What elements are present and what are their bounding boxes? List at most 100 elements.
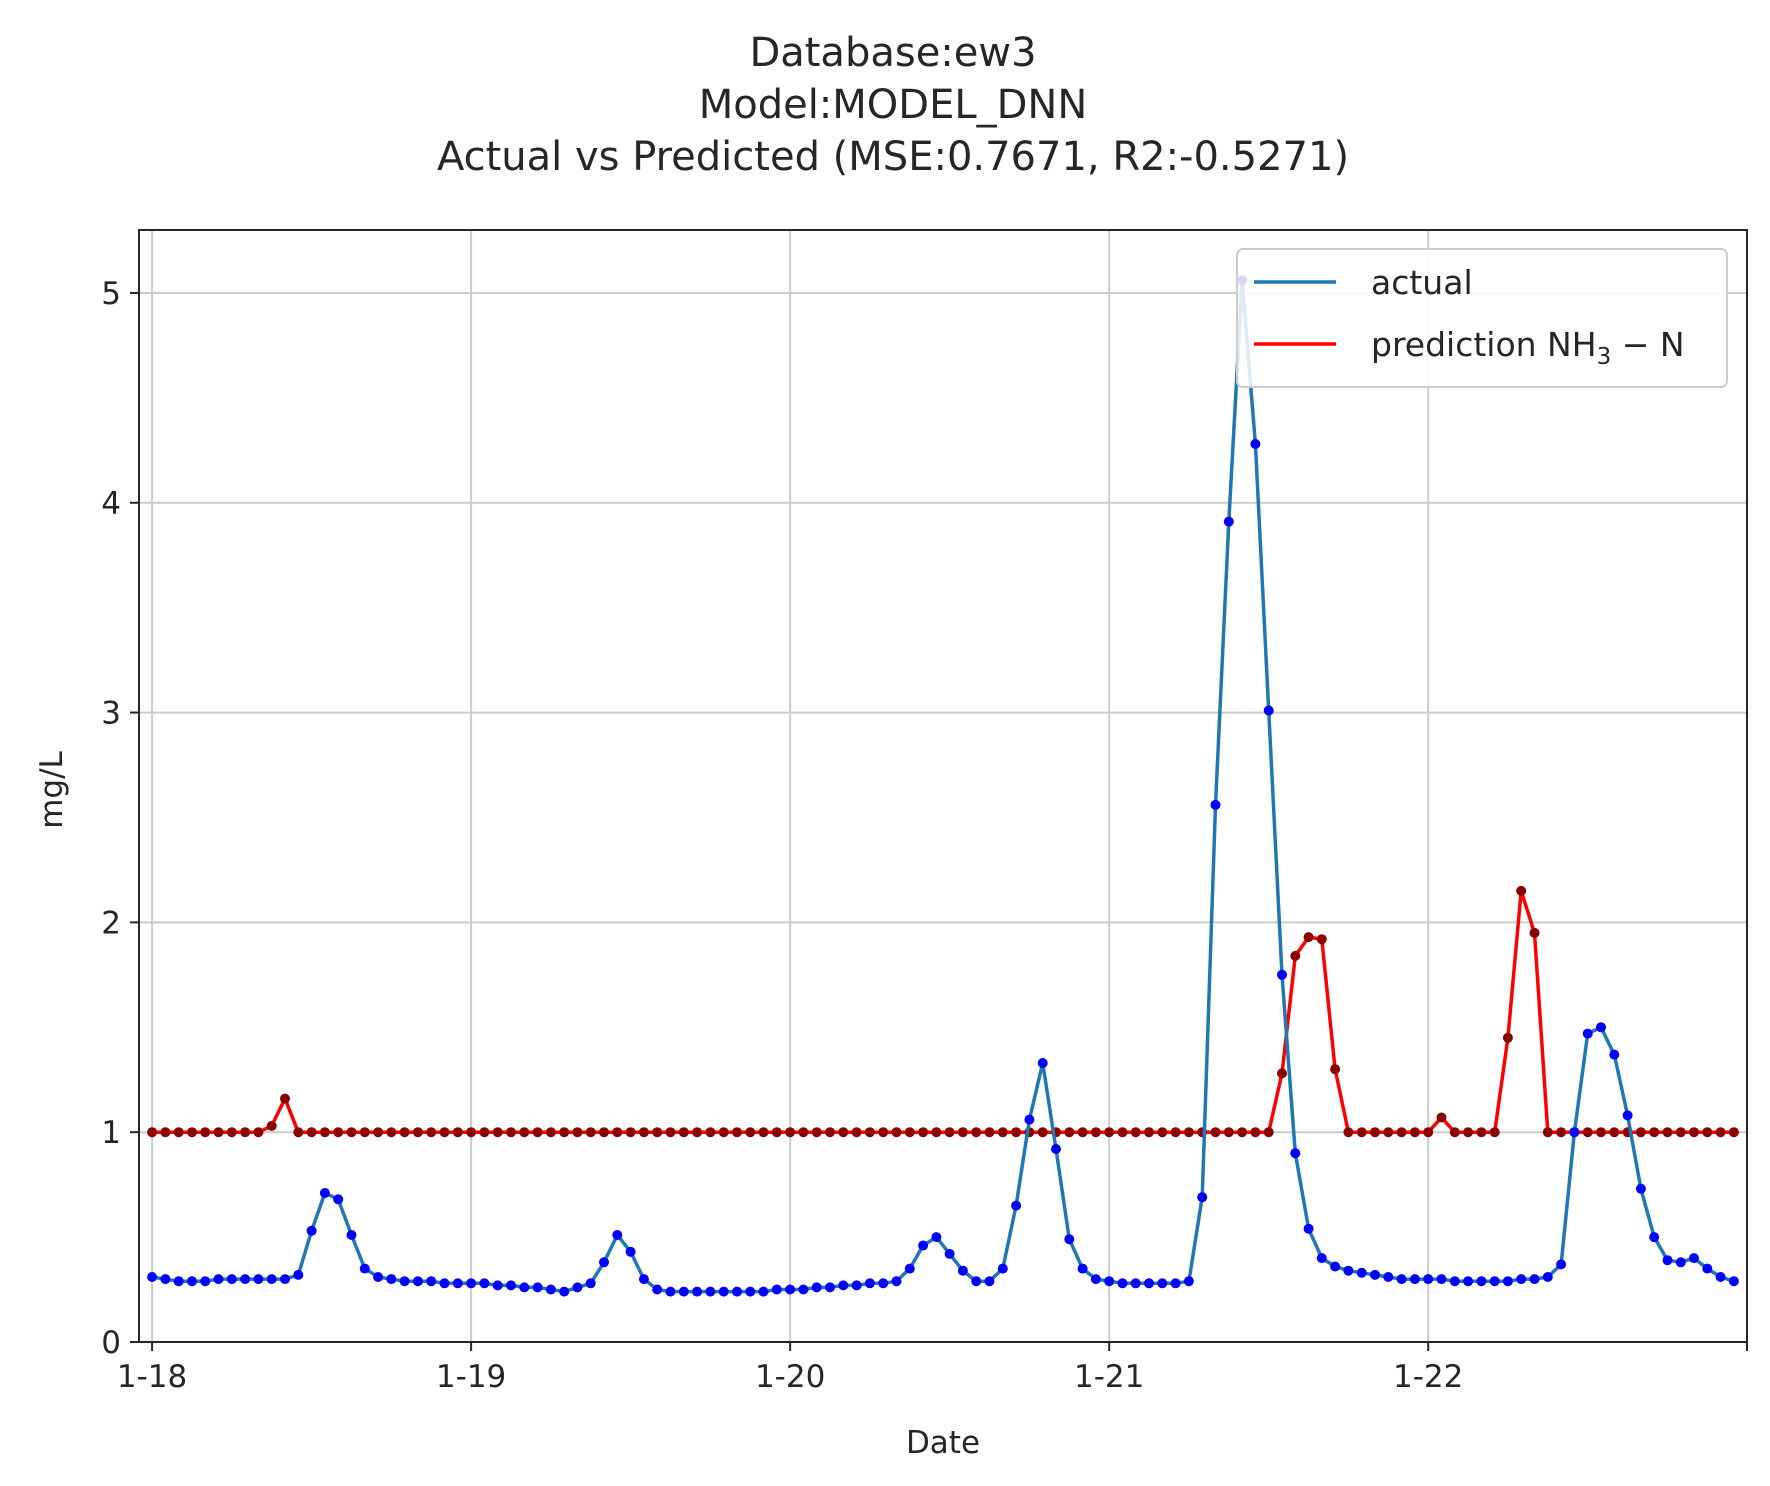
actual-point bbox=[492, 1280, 503, 1291]
actual-point bbox=[160, 1274, 171, 1285]
prediction-point bbox=[492, 1127, 503, 1138]
actual-point bbox=[1210, 799, 1221, 810]
actual-point bbox=[997, 1263, 1008, 1274]
prediction-point bbox=[944, 1127, 955, 1138]
prediction-point bbox=[1356, 1127, 1367, 1138]
prediction-point bbox=[266, 1120, 277, 1131]
prediction-point bbox=[200, 1127, 211, 1138]
chart-title: Database:ew3 Model:MODEL_DNN Actual vs P… bbox=[437, 30, 1349, 180]
prediction-point bbox=[1728, 1127, 1739, 1138]
prediction-point bbox=[173, 1127, 184, 1138]
prediction-point bbox=[439, 1127, 450, 1138]
prediction-point bbox=[506, 1127, 516, 1138]
prediction-point bbox=[1476, 1127, 1487, 1138]
prediction-point bbox=[466, 1127, 477, 1138]
actual-point bbox=[904, 1263, 915, 1274]
prediction-point bbox=[1183, 1127, 1194, 1138]
prediction-point bbox=[187, 1127, 197, 1138]
actual-point bbox=[240, 1274, 251, 1285]
prediction-point bbox=[678, 1127, 689, 1138]
actual-point bbox=[771, 1284, 782, 1295]
x-axis-label: Date bbox=[906, 1425, 980, 1461]
prediction-point bbox=[1649, 1127, 1660, 1138]
prediction-point bbox=[226, 1127, 237, 1138]
actual-point bbox=[1609, 1049, 1620, 1060]
actual-point bbox=[1728, 1276, 1739, 1287]
actual-point bbox=[1649, 1232, 1660, 1243]
prediction-point bbox=[359, 1127, 370, 1138]
chart-title-line-1: Database:ew3 bbox=[749, 30, 1036, 76]
actual-point bbox=[1104, 1276, 1115, 1287]
prediction-point bbox=[333, 1127, 344, 1138]
actual-point bbox=[758, 1286, 769, 1297]
actual-point bbox=[373, 1272, 384, 1282]
actual-point bbox=[1077, 1263, 1088, 1274]
x-tick-label: 1-21 bbox=[1074, 1359, 1144, 1395]
prediction-point bbox=[519, 1127, 530, 1138]
prediction-point bbox=[1635, 1127, 1646, 1138]
prediction-point bbox=[1330, 1064, 1341, 1075]
actual-point bbox=[1622, 1110, 1633, 1121]
actual-point bbox=[572, 1282, 583, 1293]
actual-point bbox=[1715, 1272, 1726, 1282]
actual-point bbox=[1356, 1267, 1367, 1278]
prediction-point bbox=[1316, 934, 1327, 945]
actual-point bbox=[1396, 1274, 1407, 1285]
prediction-point bbox=[532, 1127, 543, 1138]
prediction-point bbox=[997, 1127, 1008, 1138]
prediction-point bbox=[559, 1127, 570, 1138]
y-tick-label: 5 bbox=[101, 276, 121, 312]
actual-point bbox=[1303, 1223, 1314, 1234]
actual-line bbox=[151, 278, 1735, 1294]
prediction-point bbox=[1064, 1127, 1075, 1138]
actual-point bbox=[319, 1188, 330, 1198]
prediction-point bbox=[1290, 950, 1301, 961]
actual-point bbox=[851, 1280, 862, 1291]
prediction-point bbox=[1370, 1127, 1380, 1138]
actual-point bbox=[1090, 1274, 1101, 1285]
prediction-series bbox=[147, 885, 1739, 1138]
prediction-point bbox=[638, 1127, 649, 1138]
actual-point bbox=[1130, 1278, 1141, 1289]
actual-point bbox=[439, 1278, 450, 1289]
actual-point bbox=[1423, 1274, 1434, 1285]
prediction-point bbox=[1662, 1127, 1673, 1138]
prediction-point bbox=[399, 1127, 410, 1138]
prediction-point bbox=[452, 1127, 463, 1138]
prediction-point bbox=[1383, 1127, 1394, 1138]
actual-point bbox=[399, 1276, 410, 1287]
actual-point bbox=[1596, 1022, 1606, 1033]
actual-series bbox=[147, 275, 1739, 1297]
actual-point bbox=[293, 1269, 304, 1280]
actual-point bbox=[280, 1274, 290, 1285]
prediction-point bbox=[545, 1127, 556, 1138]
actual-point bbox=[798, 1284, 809, 1295]
actual-point bbox=[1516, 1274, 1527, 1285]
prediction-point bbox=[652, 1127, 663, 1138]
y-axis-label: mg/L bbox=[34, 750, 70, 828]
actual-point bbox=[426, 1276, 437, 1287]
actual-point bbox=[1064, 1234, 1075, 1245]
y-tick-label: 2 bbox=[101, 905, 121, 941]
prediction-point bbox=[599, 1127, 609, 1138]
x-tick-label: 1-19 bbox=[436, 1359, 506, 1395]
prediction-point bbox=[1263, 1127, 1274, 1138]
plot-area-frame bbox=[138, 229, 1748, 1343]
prediction-point bbox=[732, 1127, 742, 1138]
prediction-point bbox=[758, 1127, 769, 1138]
actual-point bbox=[692, 1286, 703, 1297]
y-axis: 0 1 2 3 4 5 bbox=[101, 276, 139, 1361]
actual-point bbox=[1502, 1276, 1513, 1287]
actual-point bbox=[412, 1276, 423, 1287]
actual-point bbox=[466, 1278, 477, 1289]
actual-point bbox=[1157, 1278, 1168, 1289]
actual-point bbox=[1250, 439, 1261, 449]
prediction-point bbox=[412, 1127, 423, 1138]
prediction-point bbox=[692, 1127, 703, 1138]
actual-point bbox=[266, 1274, 277, 1285]
actual-point bbox=[678, 1286, 689, 1297]
actual-point bbox=[1316, 1253, 1327, 1264]
legend-prediction-label: prediction NH3 − N bbox=[1371, 325, 1685, 370]
actual-point bbox=[1223, 516, 1234, 527]
